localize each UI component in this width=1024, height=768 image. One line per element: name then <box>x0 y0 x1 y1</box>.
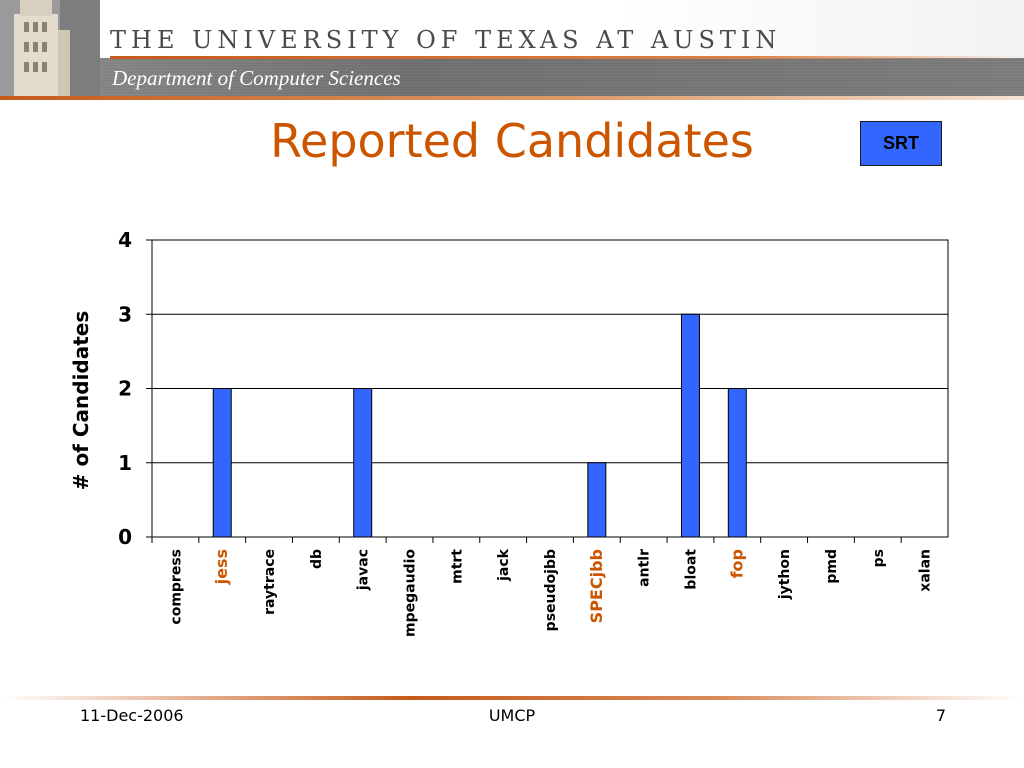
x-category-label: raytrace <box>262 549 278 615</box>
y-tick-label: 2 <box>118 377 132 401</box>
y-tick-label: 3 <box>118 302 132 326</box>
x-category-label: mpegaudio <box>403 549 419 637</box>
x-category-label: pmd <box>824 549 840 584</box>
footer-rule <box>0 696 1024 700</box>
header-banner: THE UNIVERSITY OF TEXAS AT AUSTIN Depart… <box>0 0 1024 100</box>
department-name: Department of Computer Sciences <box>112 66 401 90</box>
banner-top-band <box>0 0 1024 58</box>
x-category-label: SPECjbb <box>587 549 606 623</box>
x-category-label: ps <box>871 549 887 567</box>
y-tick-label: 1 <box>118 451 132 475</box>
university-name: THE UNIVERSITY OF TEXAS AT AUSTIN <box>110 26 782 54</box>
bar-chart: 0 1 2 3 4 compress jess raytrace db javac mpegaud… <box>69 228 949 637</box>
x-category-label: mtrt <box>449 549 465 584</box>
x-category-label: jack <box>496 548 512 582</box>
bar-SPECjbb <box>587 462 607 538</box>
x-category-label: compress <box>168 549 184 625</box>
x-category-label: pseudojbb <box>543 549 559 631</box>
plot-area-frame <box>151 239 949 538</box>
srt-badge: SRT <box>860 121 942 166</box>
chart-gridlines <box>146 239 948 543</box>
x-category-label: bloat <box>683 549 699 590</box>
banner-bottom-rule <box>0 96 1024 100</box>
ut-tower-icon <box>0 0 100 96</box>
bar-javac <box>353 388 373 538</box>
x-category-label: jess <box>212 549 231 585</box>
footer-center-label: UMCP <box>488 706 536 725</box>
footer-date: 11-Dec-2006 <box>80 706 184 725</box>
bar-fop <box>727 388 747 538</box>
y-tick-label: 4 <box>118 228 132 252</box>
slide-title: Reported Candidates <box>270 114 754 168</box>
chart-bars <box>212 313 747 538</box>
x-category-label: javac <box>356 549 372 591</box>
page-number: 7 <box>935 706 946 725</box>
bar-jess <box>212 388 232 538</box>
y-axis-title: # of Candidates <box>69 311 93 491</box>
x-category-label: antlr <box>637 549 653 587</box>
bar-bloat <box>680 313 700 538</box>
y-tick-label: 0 <box>118 525 132 549</box>
x-category-label: xalan <box>918 549 934 592</box>
banner-dark-band <box>0 58 1024 96</box>
banner-orange-rule <box>110 56 1024 59</box>
x-category-label: db <box>309 549 325 569</box>
x-category-label: fop <box>727 549 746 578</box>
x-category-label: jython <box>777 549 793 600</box>
x-category-labels: compress jess raytrace db javac mpegaudio mtrt… <box>168 548 933 637</box>
y-tick-labels: 0 1 2 3 4 <box>118 228 132 549</box>
